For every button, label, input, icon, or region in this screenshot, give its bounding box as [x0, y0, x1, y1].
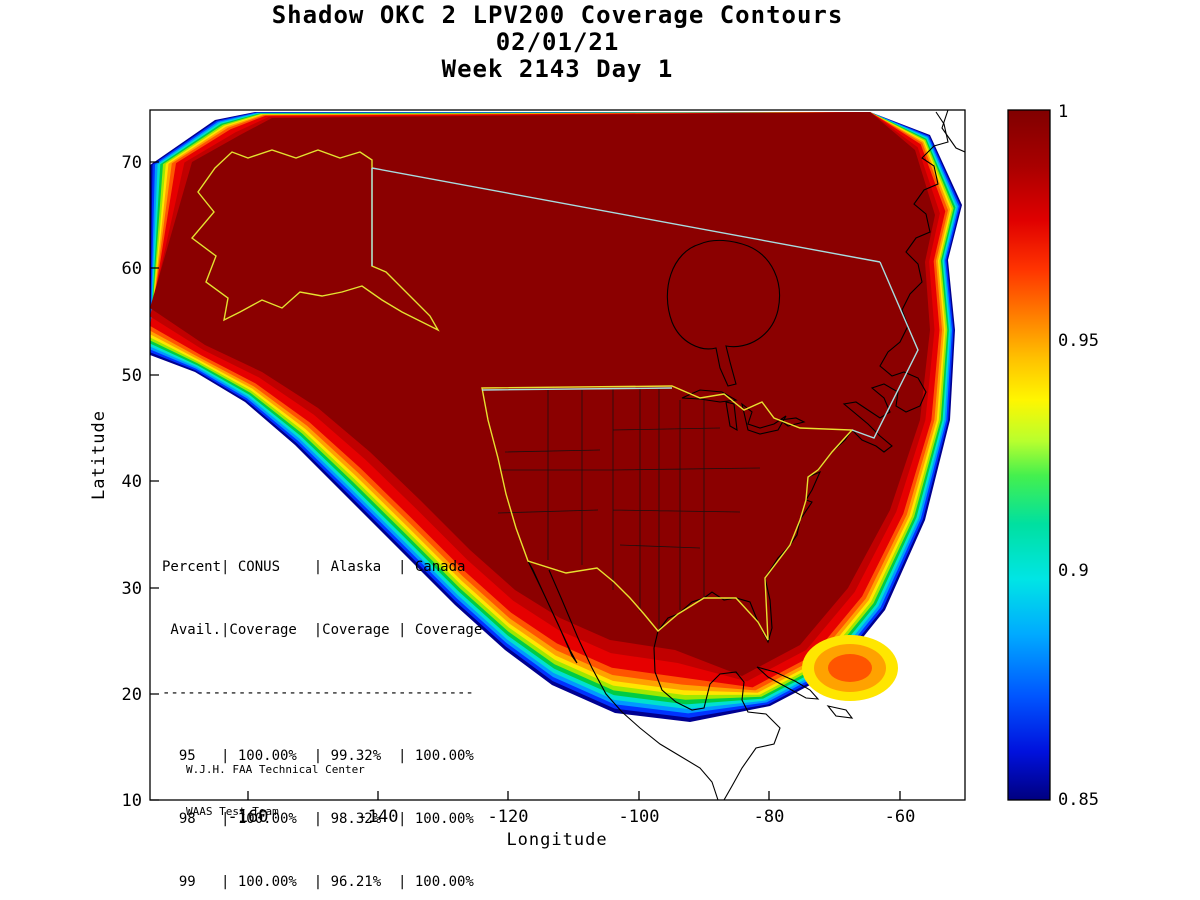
coverage-contour-bands	[150, 112, 962, 722]
x-tick: -120	[488, 807, 529, 827]
y-tick: 70	[122, 153, 142, 173]
table-separator: -------------------------------------	[162, 685, 474, 701]
table-row: 98 | 100.00% | 98.32% | 100.00%	[162, 811, 474, 827]
colorbar-tick: 1	[1058, 102, 1068, 122]
plot-border	[149, 109, 966, 801]
table-header-line: Avail.|Coverage |Coverage | Coverage	[162, 622, 483, 638]
x-tick: -140	[358, 807, 399, 827]
x-tick: -160	[228, 807, 269, 827]
x-axis-label: Longitude	[506, 830, 607, 850]
y-tick: 50	[122, 366, 142, 386]
table-row: 95 | 100.00% | 99.32% | 100.00%	[162, 748, 474, 764]
title-line-1: Shadow OKC 2 LPV200 Coverage Contours	[271, 1, 844, 29]
conus-alaska-boundary	[191, 149, 854, 641]
y-tick: 10	[122, 791, 142, 811]
state-boundaries	[497, 388, 761, 628]
y-axis-label: Latitude	[89, 410, 109, 500]
colorbar-tick: 0.85	[1058, 790, 1099, 810]
y-tick: 60	[122, 259, 142, 279]
colorbar-gradient	[1007, 109, 1051, 801]
y-tick: 40	[122, 472, 142, 492]
axis-ticks	[150, 161, 901, 801]
table-row: 99 | 100.00% | 96.21% | 100.00%	[162, 874, 474, 890]
credit-text: W.J.H. FAA Technical Center WAAS Test Te…	[186, 735, 365, 847]
table-header-line: Percent| CONUS | Alaska | Canada	[162, 559, 466, 575]
bahamas-coverage-dip-patch	[802, 635, 898, 701]
credit-line-2: WAAS Test Team	[186, 805, 279, 818]
title-line-3: Week 2143 Day 1	[441, 55, 674, 83]
credit-line-1: W.J.H. FAA Technical Center	[186, 763, 365, 776]
colorbar: 1 0.95 0.9 0.85	[1007, 102, 1099, 810]
x-tick-labels: -160 -140 -120 -100 -80 -60	[228, 807, 916, 827]
contour-band	[150, 112, 935, 676]
y-tick: 20	[122, 685, 142, 705]
availability-table: Percent| CONUS | Alaska | Canada Avail.|…	[162, 515, 482, 900]
x-tick: -80	[754, 807, 785, 827]
y-tick-labels: 70 60 50 40 30 20 10	[122, 153, 142, 811]
colorbar-tick: 0.9	[1058, 561, 1089, 581]
title-line-2: 02/01/21	[495, 28, 620, 56]
canada-fir-boundary	[371, 167, 919, 439]
y-tick: 30	[122, 579, 142, 599]
x-tick: -60	[885, 807, 916, 827]
chart-title: Shadow OKC 2 LPV200 Coverage Contours 02…	[150, 2, 965, 83]
x-tick: -100	[619, 807, 660, 827]
colorbar-tick: 0.95	[1058, 331, 1099, 351]
